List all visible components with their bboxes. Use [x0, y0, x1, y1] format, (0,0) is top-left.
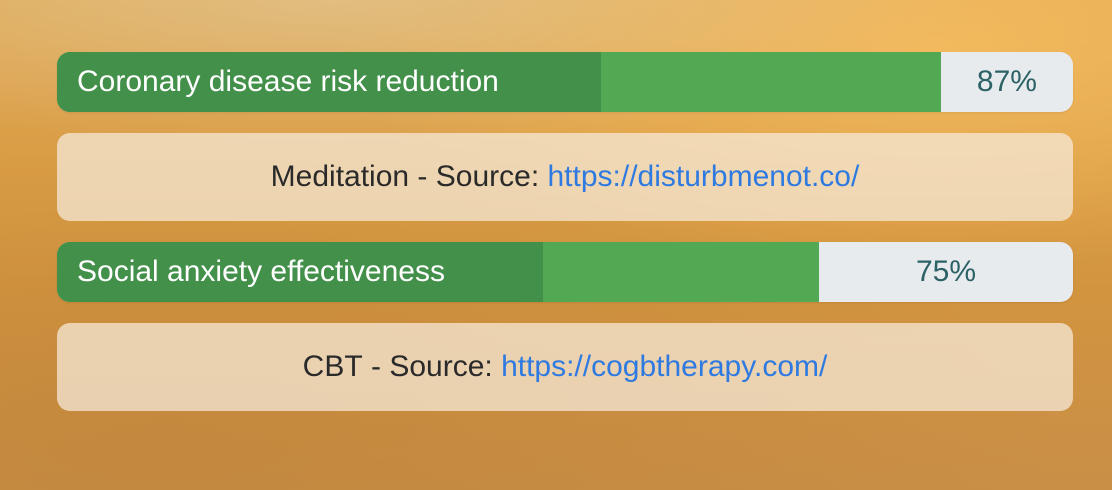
space — [539, 160, 547, 194]
technique-name: Meditation — [270, 160, 410, 193]
source-link[interactable]: https://disturbmenot.co/ — [547, 160, 860, 193]
source-card-meditation: Meditation - Source: https://disturbmeno… — [57, 133, 1073, 221]
separator: - — [409, 160, 436, 193]
source-prefix: Source: — [389, 350, 493, 383]
stat-bar-label: Coronary disease risk reduction — [77, 65, 499, 98]
separator: - — [362, 350, 390, 383]
stats-list: Coronary disease risk reduction 87% Medi… — [57, 52, 1073, 432]
source-prefix: Source: — [435, 160, 540, 193]
stat-bar-value: 75% — [915, 255, 977, 288]
source-card-cbt: CBT - Source: https://cogbtherapy.com/ — [57, 323, 1073, 411]
stat-bar-label: Social anxiety effectiveness — [77, 255, 445, 288]
technique-name: CBT — [302, 350, 363, 383]
stat-bar-label-segment: Coronary disease risk reduction — [57, 52, 601, 112]
stat-bar-label-segment: Social anxiety effectiveness — [57, 242, 543, 302]
stat-bar-coronary: Coronary disease risk reduction 87% — [57, 52, 1073, 112]
space — [493, 350, 501, 384]
stat-bar-social-anxiety: Social anxiety effectiveness 75% — [57, 242, 1073, 302]
source-link[interactable]: https://cogbtherapy.com/ — [501, 350, 828, 383]
stat-bar-value: 87% — [976, 65, 1037, 98]
